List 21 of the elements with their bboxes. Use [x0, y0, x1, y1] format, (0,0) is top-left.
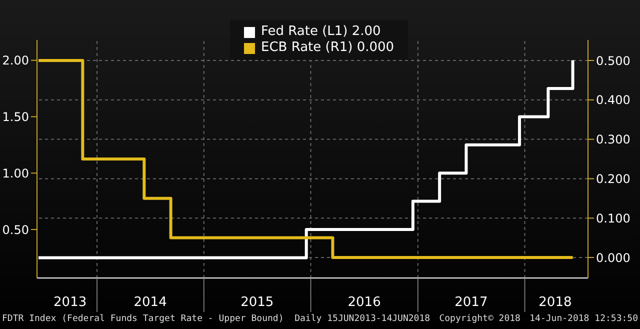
text: FDTR Index (Federal Funds Target Rate - Upper Bound) Daily 15JUN2013-14JUN2018 [2, 314, 430, 324]
y-tick-label: 2.00 [2, 54, 29, 68]
x-tick-label: 2015 [240, 295, 274, 310]
x-tick-label: 2017 [454, 295, 488, 310]
x-tick-label: 2014 [134, 295, 167, 310]
text: Copyright© 2018 [439, 314, 520, 324]
y2-tick-label: 0.100 [596, 211, 630, 226]
y-tick-label: 0.50 [2, 222, 29, 237]
legend-label: Fed Rate (L1) 2.00 [261, 24, 381, 40]
x-tick-label: 2018 [538, 295, 572, 310]
text: 14-Jun-2018 12:53:50 [530, 314, 638, 324]
y2-tick-label: 0.000 [596, 250, 630, 265]
y-tick-label: 1.00 [2, 166, 29, 180]
y2-tick-label: 0.300 [596, 132, 630, 147]
x-tick-label: 2013 [54, 295, 87, 310]
legend-label: ECB Rate (R1) 0.000 [261, 40, 394, 56]
y2-tick-label: 0.200 [596, 172, 630, 186]
y2-tick-label: 0.500 [596, 54, 630, 68]
y2-tick-label: 0.400 [596, 93, 630, 108]
y-tick-label: 1.50 [2, 110, 29, 124]
x-tick-label: 2016 [348, 295, 381, 310]
